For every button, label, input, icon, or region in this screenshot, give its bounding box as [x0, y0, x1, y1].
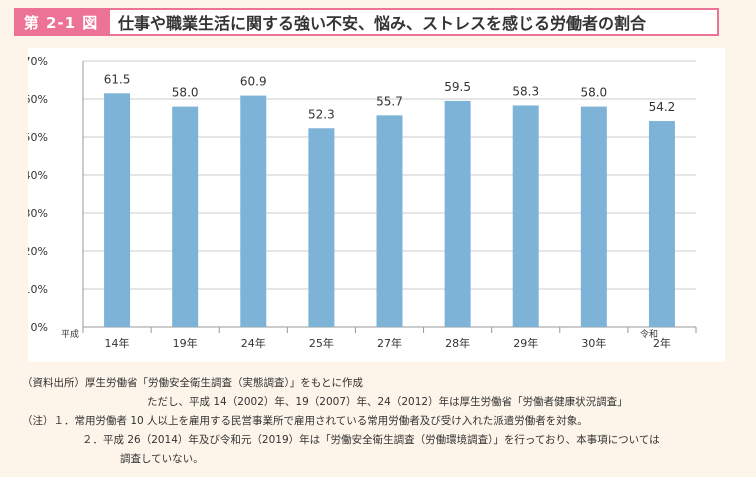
y-tick-label: 70%: [28, 55, 48, 68]
era-label: 令和: [640, 328, 658, 340]
bar: [240, 95, 267, 327]
data-label: 61.5: [104, 72, 131, 86]
footnote-1: （注）１．常用労働者 10 人以上を雇用する民営事業所で雇用されている常用労働者…: [22, 415, 588, 427]
source-note: （資料出所）厚生労働省「労働安全衛生調査（実態調査）」をもとに作成: [22, 377, 364, 389]
y-tick-label: 50%: [28, 131, 48, 144]
source-note-continued: ただし、平成 14（2002）年、19（2007）年、24（2012）年は厚生労…: [147, 396, 628, 408]
figure-number-label: 第 2-1 図: [14, 8, 108, 36]
x-tick-label: 24年: [241, 336, 266, 350]
y-tick-label: 30%: [28, 207, 48, 220]
y-tick-label: 40%: [28, 169, 48, 182]
bar: [172, 106, 199, 327]
data-label: 58.0: [172, 86, 199, 100]
footnote-2-continued: 調査していない。: [120, 453, 204, 465]
x-tick-label: 29年: [513, 336, 538, 350]
data-label: 60.9: [240, 75, 267, 89]
data-label: 55.7: [376, 94, 403, 108]
x-tick-label: 2年: [653, 336, 671, 350]
y-tick-label: 10%: [28, 283, 48, 296]
bar: [512, 105, 539, 328]
bar: [444, 100, 471, 328]
x-tick-label: 14年: [105, 336, 130, 350]
data-label: 58.3: [512, 84, 539, 98]
y-tick-label: 20%: [28, 245, 48, 258]
x-tick-label: 19年: [173, 336, 198, 350]
chart-area: 0% 10% 20% 30% 40% 50% 60% 70% 61.5 14年 58.0 19年 60.…: [28, 48, 725, 362]
bar: [580, 106, 607, 327]
bar: [308, 128, 335, 327]
y-tick-label: 0%: [31, 321, 48, 334]
x-tick-label: 27年: [377, 336, 402, 350]
bar: [104, 93, 131, 327]
x-tick-label: 25年: [309, 336, 334, 350]
y-tick-label: 60%: [28, 93, 48, 106]
bar: [376, 115, 403, 327]
data-label: 54.2: [649, 100, 676, 114]
data-label: 52.3: [308, 107, 335, 121]
bar: [648, 121, 675, 327]
figure-title: 仕事や職業生活に関する強い不安、悩み、ストレスを感じる労働者の割合: [108, 8, 719, 36]
data-label: 58.0: [580, 86, 607, 100]
figure-header: 第 2-1 図 仕事や職業生活に関する強い不安、悩み、ストレスを感じる労働者の割…: [14, 8, 719, 36]
notes-section: （資料出所）厚生労働省「労働安全衛生調査（実態調査）」をもとに作成 ただし、平成…: [22, 374, 742, 469]
x-tick-label: 28年: [445, 336, 470, 350]
footnote-2: ２．平成 26（2014）年及び令和元（2019）年は「労働安全衛生調査（労働環…: [82, 434, 660, 446]
era-label: 平成: [61, 328, 79, 340]
data-label: 59.5: [444, 80, 471, 94]
bar-chart: 0% 10% 20% 30% 40% 50% 60% 70% 61.5 14年 58.0 19年 60.…: [28, 55, 697, 350]
x-tick-label: 30年: [581, 336, 606, 350]
